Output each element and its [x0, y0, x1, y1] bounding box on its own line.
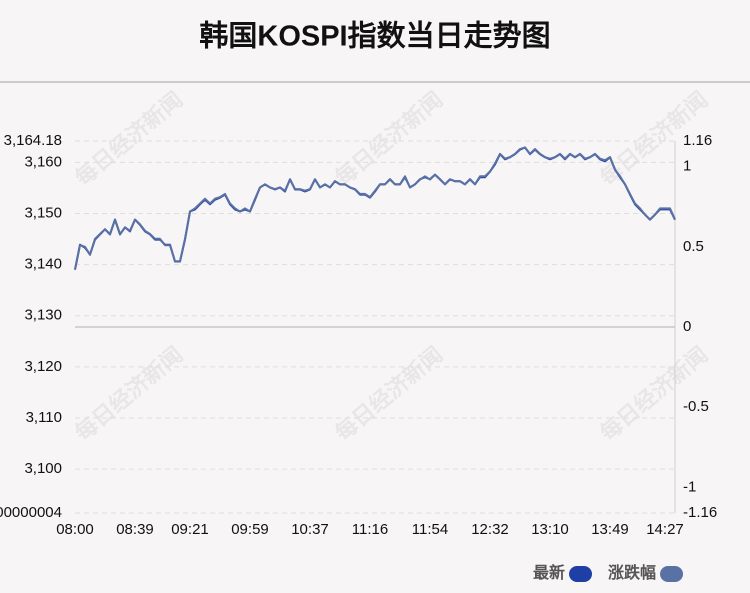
legend-label: 涨跌幅 — [608, 563, 656, 582]
legend-swatch — [660, 566, 684, 582]
y2-tick-label: -1.16 — [683, 504, 717, 521]
y-tick-label: 3,140 — [24, 256, 62, 273]
y-tick-label: 3,130 — [24, 307, 62, 324]
chart-title: 韩国KOSPI指数当日走势图 — [199, 20, 550, 53]
x-tick-label: 09:59 — [231, 521, 269, 538]
y-tick-label: 3,110 — [26, 409, 62, 426]
series-line — [74, 146, 676, 270]
x-tick-label: 08:00 — [56, 521, 94, 538]
x-tick-label: 08:39 — [116, 521, 154, 538]
legend-label: 最新 — [533, 563, 565, 582]
y2-tick-label: -1 — [683, 478, 696, 495]
watermark: 每日经济新闻 — [70, 342, 187, 446]
y2-tick-label: -0.5 — [683, 398, 709, 415]
y2-tick-label: 1 — [683, 158, 691, 175]
y-tick-label: 3,120 — [24, 358, 62, 375]
x-tick-label: 14:27 — [646, 521, 684, 538]
watermark: 每日经济新闻 — [70, 87, 187, 191]
legend-swatch — [569, 566, 593, 582]
y-tick-label: 3,164.18 — [4, 132, 62, 149]
y-tick-label: 3,150 — [24, 204, 62, 221]
x-tick-label: 13:49 — [591, 521, 629, 538]
x-tick-label: 12:32 — [471, 521, 509, 538]
watermark: 每日经济新闻 — [330, 87, 447, 191]
watermark: 每日经济新闻 — [330, 342, 447, 446]
y-tick-label: 3,100 — [24, 460, 62, 477]
x-tick-label: 13:10 — [531, 521, 569, 538]
y-tick-label: 3,091.4200000004 — [0, 504, 62, 521]
y-tick-label: 3,160 — [24, 153, 62, 170]
y2-tick-label: 0.5 — [683, 238, 704, 255]
x-tick-label: 09:21 — [171, 521, 209, 538]
y2-tick-label: 1.16 — [683, 132, 712, 149]
x-tick-label: 11:54 — [412, 521, 448, 538]
x-tick-label: 11:16 — [352, 521, 388, 538]
x-tick-label: 10:37 — [291, 521, 329, 538]
y2-tick-label: 0 — [683, 318, 691, 335]
watermark: 每日经济新闻 — [595, 342, 712, 446]
